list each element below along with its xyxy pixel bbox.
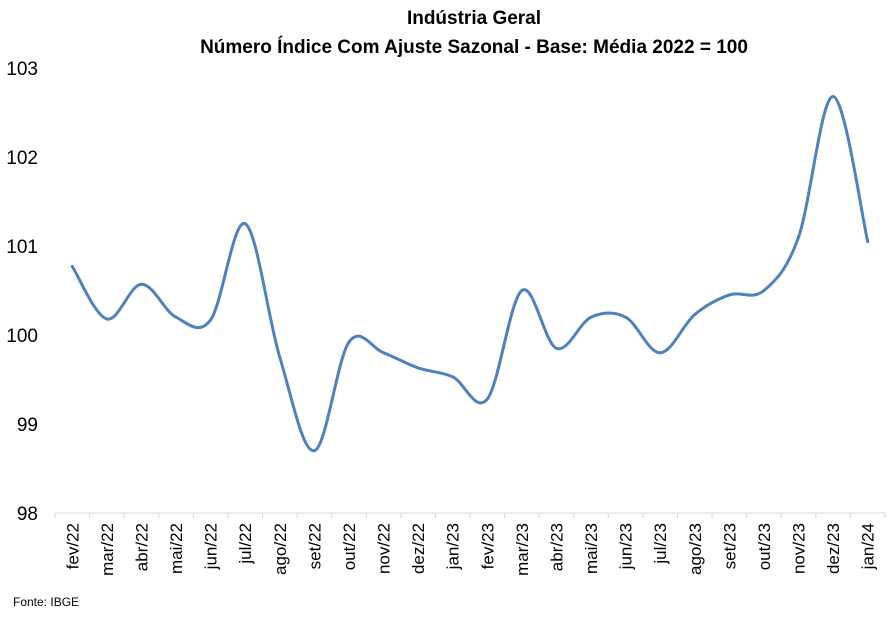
x-tick-label: ago/23 xyxy=(686,523,705,575)
x-tick-label: jul/23 xyxy=(651,523,670,565)
data-point xyxy=(278,355,282,359)
data-point xyxy=(416,366,420,370)
data-point xyxy=(658,351,662,355)
x-tick-label: fev/22 xyxy=(63,523,82,569)
x-tick-label: jun/23 xyxy=(617,523,636,570)
x-tick-label: mai/22 xyxy=(167,523,186,574)
data-point xyxy=(762,289,766,292)
x-tick-label: ago/22 xyxy=(271,523,290,575)
data-point xyxy=(831,94,835,98)
data-point xyxy=(866,240,870,244)
x-tick-label: out/22 xyxy=(340,523,359,570)
data-point xyxy=(105,317,109,321)
x-tick-label: set/22 xyxy=(305,523,324,569)
y-tick-label: 99 xyxy=(17,415,38,436)
x-axis-tick-labels: fev/22 mar/22 abr/22 mai/22 jun/22 jul/22 ago/… xyxy=(63,523,877,576)
data-point xyxy=(243,222,247,226)
data-point xyxy=(797,235,801,239)
x-tick-label: abr/22 xyxy=(132,523,151,571)
data-point xyxy=(727,293,731,297)
y-tick-label: 103 xyxy=(6,59,38,80)
x-tick-label: out/23 xyxy=(755,523,774,570)
chart-title: Indústria Geral xyxy=(407,8,541,29)
data-point xyxy=(174,315,178,319)
x-tick-label: jun/22 xyxy=(202,523,221,570)
data-point xyxy=(693,313,697,317)
x-tick-label: jul/22 xyxy=(236,523,255,565)
y-axis-tick-labels: 98 99 100 101 102 103 xyxy=(6,59,38,525)
x-tick-label: fev/23 xyxy=(478,523,497,569)
x-tick-label: jan/23 xyxy=(444,523,463,570)
data-point xyxy=(520,289,524,292)
x-tick-label: set/23 xyxy=(720,523,739,569)
x-tick-label: nov/22 xyxy=(375,523,394,574)
data-point xyxy=(451,375,455,379)
data-point xyxy=(589,315,593,319)
data-point xyxy=(209,318,213,322)
series-line xyxy=(70,94,870,453)
x-tick-label: dez/23 xyxy=(824,523,843,574)
data-point xyxy=(485,397,489,401)
x-tick-label: jan/24 xyxy=(859,523,878,570)
x-tick-label: mar/23 xyxy=(513,523,532,576)
chart-subtitle: Número Índice Com Ajuste Sazonal - Base:… xyxy=(200,36,748,58)
data-point xyxy=(624,315,628,319)
x-tick-label: nov/23 xyxy=(790,523,809,574)
y-tick-label: 101 xyxy=(6,237,38,258)
y-tick-label: 100 xyxy=(6,326,38,347)
data-point xyxy=(554,346,558,350)
data-point xyxy=(382,351,386,355)
y-tick-label: 98 xyxy=(17,504,38,525)
source-note: Fonte: IBGE xyxy=(13,595,79,609)
data-point xyxy=(312,449,316,453)
x-axis-tick-marks xyxy=(54,513,886,518)
data-points xyxy=(70,94,870,453)
data-point xyxy=(347,340,351,344)
x-tick-label: abr/23 xyxy=(547,523,566,571)
x-tick-label: dez/22 xyxy=(409,523,428,574)
data-point xyxy=(70,264,74,268)
x-tick-label: mar/22 xyxy=(98,523,117,576)
data-point xyxy=(139,282,143,286)
x-tick-label: mai/23 xyxy=(582,523,601,574)
y-tick-label: 102 xyxy=(6,148,38,169)
